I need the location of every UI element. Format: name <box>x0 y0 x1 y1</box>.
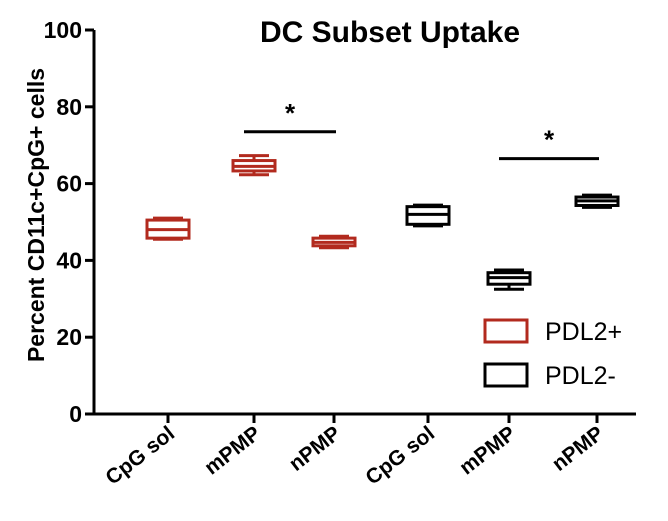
box-PDL2--nPMP <box>574 193 620 209</box>
box-PDL2+-nPMP <box>311 234 357 250</box>
y-tick-label: 80 <box>56 94 82 120</box>
x-tick-label: nPMP <box>285 422 345 476</box>
y-tick-label: 20 <box>56 324 82 350</box>
box-plots <box>145 154 620 291</box>
x-tick-label: mPMP <box>200 422 265 480</box>
legend-swatch <box>483 362 529 388</box>
x-tick-label: nPMP <box>548 422 608 476</box>
significance-star: * <box>285 98 296 128</box>
legend-label: PDL2- <box>545 362 616 390</box>
legend-label: PDL2+ <box>545 318 622 346</box>
legend: PDL2+ PDL2- <box>483 318 622 390</box>
box-PDL2--mPMP <box>486 268 532 291</box>
box-PDL2+-CpG sol <box>145 216 191 241</box>
y-tick-label: 40 <box>56 247 82 273</box>
box-PDL2--CpG sol <box>405 203 451 228</box>
axes: 0 20 40 60 80 100 CpG sol mPMP nPMP CpG sol mPMP nP… <box>44 17 636 490</box>
legend-swatch <box>483 318 529 344</box>
y-tick-label: 100 <box>44 17 82 43</box>
y-tick-label: 0 <box>69 401 82 427</box>
chart-title: DC Subset Uptake <box>260 16 520 49</box>
x-tick-label: CpG sol <box>101 422 179 490</box>
box-PDL2+-mPMP <box>231 154 277 177</box>
x-tick-label: CpG sol <box>361 422 439 490</box>
y-axis-label: Percent CD11c+CpG+ cells <box>23 68 49 362</box>
significance-annotations: ** <box>244 98 599 161</box>
significance-star: * <box>544 125 555 155</box>
y-tick-label: 60 <box>56 171 82 197</box>
x-tick-label: mPMP <box>455 422 520 480</box>
